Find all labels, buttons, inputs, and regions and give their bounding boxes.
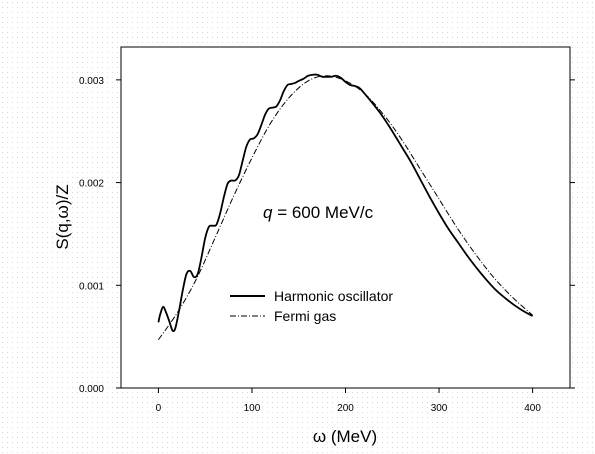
x-tick-label: 200 [337, 403, 354, 414]
x-tick-label: 0 [156, 403, 162, 414]
series-line-fermi-gas [158, 75, 533, 341]
y-axis-label: S(q,ω)/Z [53, 184, 72, 249]
x-tick-label: 300 [431, 403, 448, 414]
y-tick-label: 0.000 [79, 384, 104, 395]
series-layer [157, 73, 534, 341]
plot-area-background [121, 47, 570, 388]
x-axis-label: ω (MeV) [313, 427, 377, 446]
annotation-q: q = 600 MeV/c [263, 203, 374, 222]
y-tick-label: 0.001 [79, 281, 104, 292]
legend: Harmonic oscillator Fermi gas [230, 288, 393, 324]
legend-label-fermi-gas: Fermi gas [274, 308, 336, 324]
x-tick-label: 100 [244, 403, 261, 414]
y-tick-label: 0.003 [79, 76, 104, 87]
x-axis-ticks: 0 100 200 300 400 [156, 388, 541, 414]
y-axis-ticks: 0.000 0.001 0.002 0.003 [79, 76, 575, 395]
y-tick-label: 0.002 [79, 179, 104, 190]
series-line-harmonic-oscillator [157, 73, 534, 333]
legend-label-harmonic-oscillator: Harmonic oscillator [274, 288, 393, 304]
x-tick-label: 400 [524, 403, 541, 414]
